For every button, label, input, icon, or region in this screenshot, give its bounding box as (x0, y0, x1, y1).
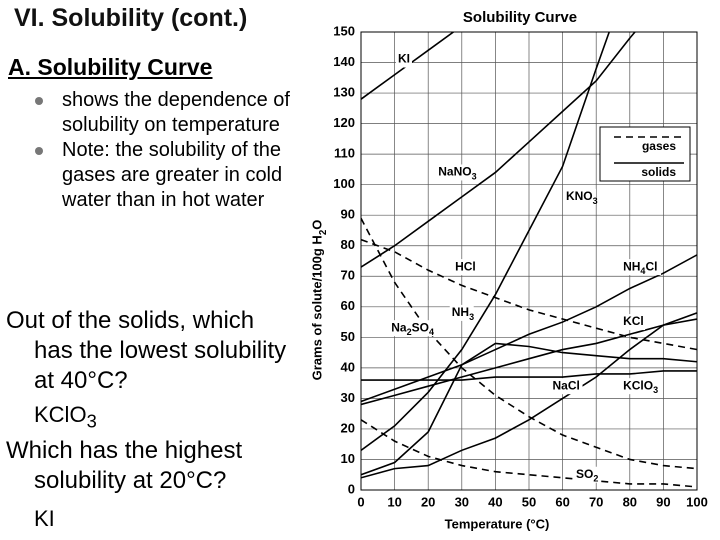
legend-label: solids (641, 165, 676, 179)
y-tick-label: 70 (341, 268, 355, 283)
series-line (361, 32, 611, 451)
legend-box (599, 126, 691, 182)
y-tick-label: 50 (341, 329, 355, 344)
y-tick-label: 20 (341, 420, 355, 435)
series-line (361, 238, 697, 351)
answer: KI (34, 506, 55, 531)
plot-lines (361, 32, 697, 488)
x-axis-label: Temperature (°C) (445, 516, 550, 531)
series-label: KI (398, 52, 410, 66)
series-label-bg (449, 304, 474, 321)
series-label: SO2 (576, 467, 598, 484)
y-tick-label: 10 (341, 451, 355, 466)
series-label: NaCl (553, 378, 580, 392)
x-tick-label: 70 (589, 494, 603, 509)
question: Out of the solids, which has the lowest … (6, 307, 287, 394)
series-label-bg (436, 164, 477, 181)
series-label: NaNO3 (438, 165, 476, 182)
x-tick-label: 40 (488, 494, 502, 509)
y-tick-label: 130 (333, 85, 355, 100)
series-label: KNO3 (566, 189, 598, 206)
x-tick-label: 100 (686, 494, 708, 509)
series-line (361, 32, 637, 268)
series-label-bg (621, 378, 662, 395)
y-tick-label: 80 (341, 237, 355, 252)
x-tick-label: 10 (387, 494, 401, 509)
series-label: HCl (455, 259, 476, 273)
series-line (361, 254, 697, 403)
legend-label: gases (642, 139, 676, 153)
series-label-bg (574, 466, 599, 483)
y-tick-label: 120 (333, 115, 355, 130)
series-label-bg (621, 314, 646, 331)
y-tick-label: 40 (341, 359, 355, 374)
series-label: Na2SO4 (391, 320, 434, 337)
slide-text: VI. Solubility (cont.) A. Solubility Cur… (0, 0, 305, 540)
series-line (361, 370, 697, 381)
series-line (361, 217, 697, 470)
x-tick-label: 80 (623, 494, 637, 509)
y-tick-label: 110 (334, 146, 355, 161)
slide-title: VI. Solubility (cont.) (14, 4, 248, 32)
series-label-bg (389, 320, 438, 337)
y-tick-label: 150 (333, 23, 355, 38)
bullet-list: shows the dependence of solubility on te… (8, 88, 298, 213)
series-label-bg (453, 259, 478, 276)
x-tick-label: 60 (555, 494, 569, 509)
series-label: KCl (623, 314, 644, 328)
x-tick-label: 20 (421, 494, 435, 509)
y-tick-label: 60 (341, 298, 355, 313)
series-label: NH4Cl (623, 259, 657, 276)
series-label: NH3 (452, 305, 474, 322)
answer: KClO3 (34, 402, 97, 432)
series-label-bg (563, 188, 596, 205)
x-tick-label: 30 (455, 494, 469, 509)
series-line (361, 318, 697, 406)
y-axis-label: Grams of solute/100g H2O (309, 220, 329, 381)
chart-title: Solubility Curve (463, 9, 577, 26)
question: Which has the highest solubility at 20°C… (6, 437, 243, 494)
x-tick-label: 0 (357, 494, 364, 509)
series-label-bg (395, 51, 412, 68)
series-line (361, 342, 697, 476)
series-label-bg (621, 259, 662, 276)
y-tick-label: 90 (341, 207, 355, 222)
series-label: KClO3 (623, 378, 658, 395)
bullet: Note: the solubility of the gases are gr… (8, 138, 298, 213)
bullet: shows the dependence of solubility on te… (8, 88, 298, 138)
y-tick-label: 140 (333, 54, 355, 69)
series-label-bg (550, 378, 583, 395)
series-line (361, 419, 697, 488)
y-tick-label: 100 (333, 176, 355, 191)
heading: A. Solubility Curve (8, 54, 213, 80)
y-tick-label: 0 (348, 481, 355, 496)
y-tick-label: 30 (341, 390, 355, 405)
series-line (361, 312, 697, 479)
series-line (361, 32, 455, 100)
plot-frame (360, 31, 698, 491)
x-tick-label: 50 (522, 494, 536, 509)
x-tick-label: 90 (656, 494, 670, 509)
